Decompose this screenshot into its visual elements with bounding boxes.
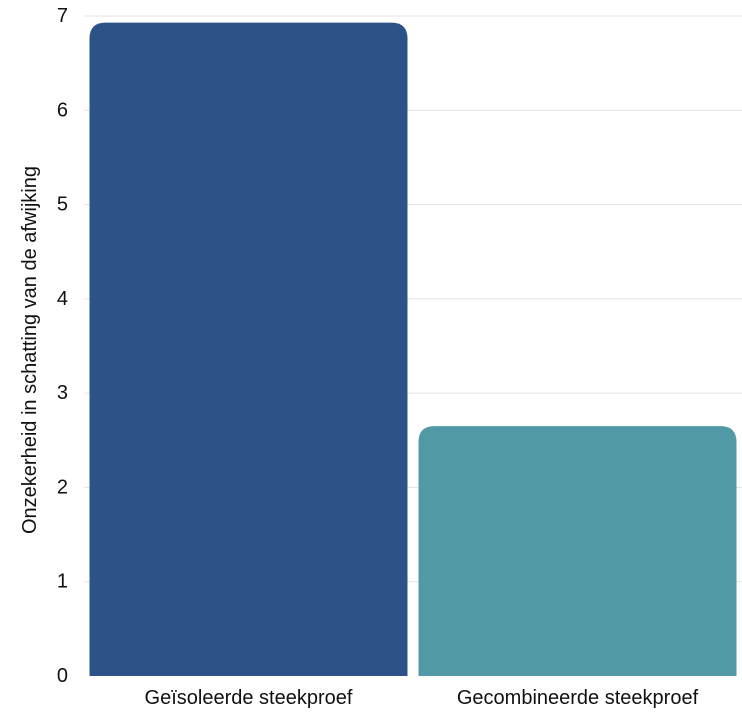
bar	[418, 426, 737, 676]
y-tick-label: 7	[57, 5, 68, 27]
x-category-label: Geïsoleerde steekproef	[145, 687, 353, 709]
y-tick-label: 4	[57, 288, 68, 310]
x-axis-categories: Geïsoleerde steekproef Gecombineerde stee…	[145, 687, 699, 709]
y-tick-label: 3	[57, 382, 68, 404]
x-category-label: Gecombineerde steekproef	[457, 687, 699, 709]
y-tick-label: 2	[57, 476, 68, 498]
bar	[89, 22, 408, 677]
bars	[89, 22, 737, 677]
y-axis-title: Onzekerheid in schatting van de afwijkin…	[19, 166, 41, 534]
y-tick-label: 0	[57, 665, 68, 687]
y-tick-label: 5	[57, 194, 68, 216]
y-tick-label: 1	[57, 571, 68, 593]
y-axis-ticks: 0 1 2 3 4 5 6 7	[57, 5, 68, 687]
y-tick-label: 6	[57, 99, 68, 121]
